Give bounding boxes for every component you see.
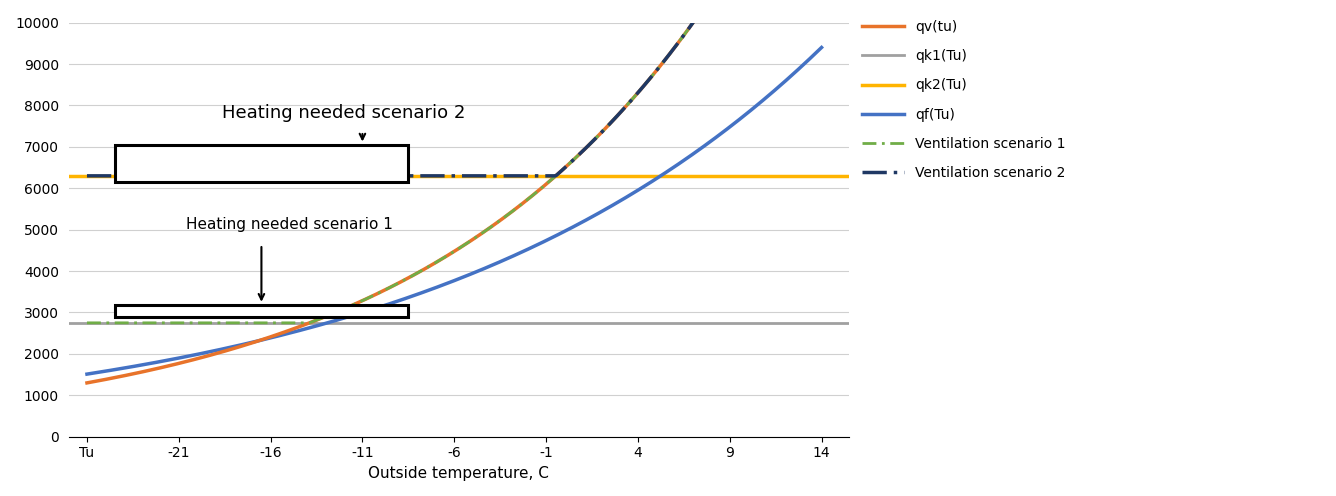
Text: Heating needed scenario 1: Heating needed scenario 1 [186,217,393,232]
FancyBboxPatch shape [115,305,409,317]
X-axis label: Outside temperature, C: Outside temperature, C [369,466,549,481]
FancyBboxPatch shape [115,145,409,182]
Legend: qv(tu), qk1(Tu), qk2(Tu), qf(Tu), Ventilation scenario 1, Ventilation scenario 2: qv(tu), qk1(Tu), qk2(Tu), qf(Tu), Ventil… [856,14,1071,186]
Text: Heating needed scenario 2: Heating needed scenario 2 [222,104,466,122]
